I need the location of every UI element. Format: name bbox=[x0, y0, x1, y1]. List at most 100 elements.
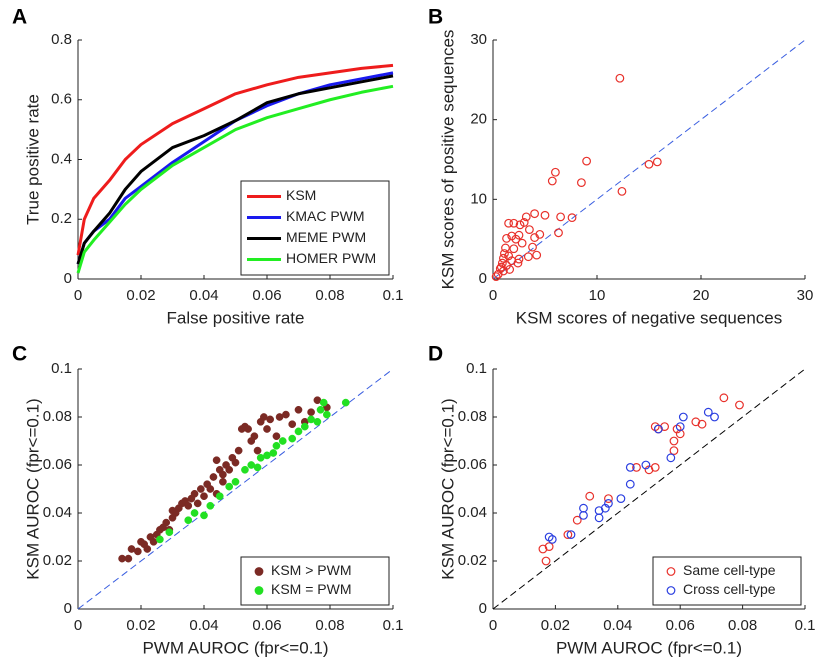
point bbox=[710, 412, 719, 422]
point bbox=[551, 167, 560, 177]
point bbox=[544, 532, 554, 542]
point bbox=[616, 494, 626, 504]
y-tick-label: 0.1 bbox=[51, 360, 72, 377]
point bbox=[278, 437, 287, 445]
point bbox=[502, 233, 511, 243]
point bbox=[641, 460, 651, 470]
y-tick-label: 0 bbox=[64, 270, 72, 287]
x-tick-label: 0.04 bbox=[189, 287, 218, 304]
point bbox=[513, 258, 523, 268]
y-tick-label: 0.02 bbox=[43, 552, 72, 569]
panel-label: C bbox=[12, 343, 27, 366]
legend-swatch bbox=[254, 586, 264, 595]
y-tick-label: 0 bbox=[479, 270, 487, 287]
x-tick-label: 0.02 bbox=[126, 617, 155, 634]
point bbox=[288, 420, 297, 429]
x-tick-label: 0.08 bbox=[315, 617, 344, 634]
point bbox=[323, 410, 331, 419]
point bbox=[225, 482, 234, 491]
point bbox=[579, 503, 588, 513]
point bbox=[313, 417, 322, 426]
point bbox=[515, 220, 525, 230]
y-tick-label: 0.08 bbox=[43, 408, 72, 425]
y-tick-label: 10 bbox=[470, 190, 487, 207]
x-axis-title: PWM AUROC (fpr<=0.1) bbox=[556, 638, 742, 657]
point bbox=[190, 509, 199, 517]
point bbox=[625, 479, 635, 489]
point bbox=[266, 415, 274, 424]
x-tick-label: 0.06 bbox=[252, 287, 281, 304]
y-tick-label: 0.02 bbox=[458, 552, 487, 569]
y-tick-label: 0.1 bbox=[466, 360, 487, 377]
point bbox=[652, 157, 662, 167]
legend-label: Cross cell-type bbox=[683, 581, 776, 597]
point bbox=[650, 463, 660, 472]
point bbox=[697, 419, 707, 429]
legend: Same cell-type Cross cell-type bbox=[652, 556, 802, 606]
point bbox=[294, 427, 303, 436]
panel-2: C 0 0.02 0.04 0.06 0.08 0.1 0 0.02 0.04 0.06 0.08 0.… bbox=[12, 343, 403, 657]
point bbox=[577, 178, 586, 188]
panel-label: B bbox=[428, 6, 443, 29]
point bbox=[525, 225, 534, 235]
point bbox=[625, 463, 635, 472]
point bbox=[579, 511, 588, 520]
point bbox=[532, 250, 542, 260]
point bbox=[231, 458, 240, 467]
point bbox=[241, 465, 249, 474]
point bbox=[541, 556, 551, 566]
point bbox=[134, 547, 142, 556]
point bbox=[156, 535, 164, 544]
y-tick-label: 0.4 bbox=[51, 150, 72, 167]
point bbox=[234, 446, 243, 455]
point bbox=[669, 436, 679, 446]
point bbox=[556, 212, 565, 222]
x-tick-label: 0.04 bbox=[189, 617, 218, 634]
y-tick-label: 20 bbox=[470, 111, 487, 128]
point bbox=[190, 489, 199, 498]
legend-label: Same cell-type bbox=[683, 562, 776, 578]
point bbox=[509, 218, 519, 228]
panel-label: A bbox=[12, 6, 27, 29]
x-tick-label: 0 bbox=[74, 287, 82, 304]
point bbox=[124, 554, 133, 563]
point bbox=[528, 242, 537, 252]
panel-label: D bbox=[428, 343, 443, 366]
y-tick-label: 0 bbox=[479, 600, 487, 617]
x-tick-label: 0.1 bbox=[795, 617, 816, 634]
point bbox=[300, 422, 309, 431]
point bbox=[282, 410, 290, 419]
point bbox=[675, 422, 685, 432]
point bbox=[735, 400, 744, 410]
y-tick-label: 0.08 bbox=[458, 408, 487, 425]
x-tick-label: 0.06 bbox=[666, 617, 695, 634]
point bbox=[563, 530, 573, 539]
y-tick-label: 0.6 bbox=[51, 91, 72, 108]
legend: KSM > PWM KSM = PWM bbox=[240, 556, 390, 606]
x-tick-label: 20 bbox=[693, 287, 710, 304]
point bbox=[200, 511, 208, 520]
y-axis-title: KSM AUROC (fpr<=0.1) bbox=[23, 398, 42, 579]
line bbox=[76, 84, 394, 274]
point bbox=[617, 186, 627, 196]
legend-label: KSM > PWM bbox=[271, 562, 352, 578]
point bbox=[582, 156, 591, 166]
legend-swatch bbox=[666, 586, 676, 595]
point bbox=[206, 501, 215, 510]
x-axis-title: False positive rate bbox=[167, 308, 305, 327]
legend-label: KSM = PWM bbox=[271, 581, 352, 597]
line bbox=[76, 74, 394, 265]
y-axis-title: KSM AUROC (fpr<=0.1) bbox=[438, 398, 457, 579]
point bbox=[244, 425, 252, 433]
point bbox=[523, 252, 533, 262]
point bbox=[604, 499, 613, 508]
point bbox=[341, 398, 350, 407]
x-tick-label: 10 bbox=[589, 287, 606, 304]
point bbox=[669, 446, 679, 456]
point bbox=[143, 545, 152, 553]
point bbox=[288, 434, 297, 443]
point bbox=[547, 176, 557, 186]
point bbox=[253, 463, 262, 472]
x-tick-label: 0.08 bbox=[315, 287, 344, 304]
x-tick-label: 0 bbox=[489, 617, 497, 634]
